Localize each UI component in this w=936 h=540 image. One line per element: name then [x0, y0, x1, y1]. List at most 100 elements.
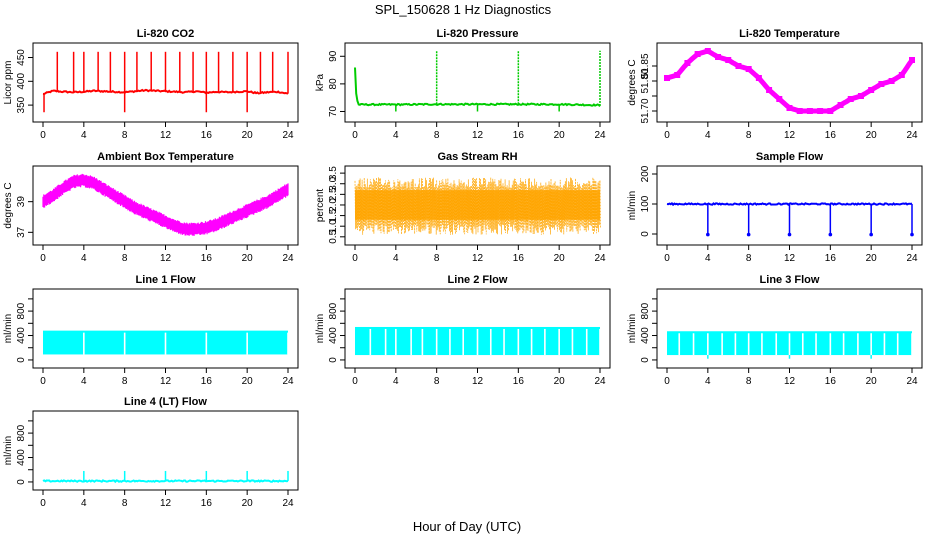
- x-tick-label: 0: [352, 253, 358, 264]
- panel-title: Gas Stream RH: [437, 151, 517, 163]
- chart-panel-3: Li-820 Temperature degrees C 0 4 8 12 16 20 24 51…: [627, 28, 923, 141]
- x-tick-label: 20: [866, 253, 878, 264]
- x-tick-label: 4: [393, 130, 399, 141]
- y-tick-label: 90: [328, 50, 339, 62]
- data-point: [888, 78, 895, 84]
- chart-panel-5: Gas Stream RH percent 0 4 8 12 16 20 24 0.51.01.5…: [315, 151, 611, 264]
- x-tick-label: 0: [352, 130, 358, 141]
- panel-title: Li-820 Temperature: [739, 28, 840, 40]
- x-tick-label: 16: [825, 376, 837, 387]
- y-tick-label: 400: [328, 327, 339, 344]
- y-tick-label: 450: [16, 49, 27, 66]
- panel-ylabel: ml/min: [3, 436, 14, 465]
- y-tick-label: 1.5: [328, 208, 339, 222]
- figure-xlabel: Hour of Day (UTC): [413, 519, 521, 534]
- y-tick-label: 400: [16, 449, 27, 466]
- data-point: [766, 87, 773, 93]
- x-tick-label: 20: [242, 376, 254, 387]
- data-point: [735, 63, 742, 69]
- panel-frame: [32, 288, 299, 369]
- x-tick-label: 4: [393, 376, 399, 387]
- x-tick-label: 12: [472, 253, 484, 264]
- data-band: [42, 173, 289, 236]
- data-point: [776, 96, 783, 102]
- data-point: [725, 57, 732, 63]
- x-tick-label: 12: [784, 253, 796, 264]
- data-point: [837, 102, 844, 108]
- y-tick-label: 100: [640, 195, 651, 212]
- x-tick-label: 4: [705, 376, 711, 387]
- x-tick-label: 4: [81, 253, 87, 264]
- x-tick-label: 8: [434, 376, 440, 387]
- data-point: [704, 48, 711, 54]
- chart-panel-10: Line 4 (LT) Flow ml/min 0 4 8 12 16 20 24 0 400 800: [3, 396, 299, 509]
- x-tick-label: 8: [122, 130, 128, 141]
- x-tick-label: 12: [472, 130, 484, 141]
- x-tick-label: 20: [554, 253, 566, 264]
- panel-ylabel: kPa: [315, 73, 326, 91]
- x-tick-label: 24: [282, 253, 294, 264]
- panel-title: Ambient Box Temperature: [97, 151, 234, 163]
- data-point: [745, 66, 752, 72]
- data-line: [354, 177, 601, 235]
- data-point: [869, 232, 873, 237]
- y-tick-label: 400: [16, 73, 27, 90]
- x-tick-label: 12: [472, 376, 484, 387]
- data-point: [847, 96, 854, 102]
- x-tick-label: 12: [784, 376, 796, 387]
- y-tick-label: 3.5: [328, 166, 339, 180]
- x-tick-label: 4: [81, 130, 87, 141]
- x-tick-label: 8: [434, 253, 440, 264]
- panel-ylabel: ml/min: [3, 314, 14, 343]
- y-tick-label: 800: [16, 424, 27, 441]
- data-point: [664, 75, 670, 81]
- data-point: [827, 108, 834, 114]
- y-tick-label: 400: [640, 327, 651, 344]
- data-point: [755, 75, 762, 81]
- x-tick-label: 24: [906, 376, 918, 387]
- x-tick-label: 20: [242, 498, 254, 509]
- data-series: [667, 331, 913, 359]
- data-point: [909, 57, 915, 63]
- x-tick-label: 20: [866, 376, 878, 387]
- x-tick-label: 12: [160, 253, 172, 264]
- panel-title: Line 2 Flow: [448, 274, 508, 286]
- panel-ylabel: degrees C: [3, 182, 14, 228]
- data-line: [354, 67, 601, 108]
- y-tick-label: 0: [16, 479, 27, 485]
- x-tick-label: 24: [282, 498, 294, 509]
- data-line: [666, 48, 915, 114]
- x-tick-label: 16: [513, 130, 525, 141]
- x-tick-label: 8: [434, 130, 440, 141]
- data-series: [42, 470, 289, 484]
- x-tick-label: 0: [40, 498, 46, 509]
- x-tick-label: 0: [352, 376, 358, 387]
- y-tick-label: 39: [16, 196, 27, 208]
- x-tick-label: 4: [81, 376, 87, 387]
- chart-panel-9: Line 3 Flow ml/min 0 4 8 12 16 20 24 0 400 800: [627, 274, 923, 387]
- x-tick-label: 4: [393, 253, 399, 264]
- y-tick-label: 51.80: [640, 68, 651, 93]
- panel-title: Line 1 Flow: [136, 274, 196, 286]
- figure-title: SPL_150628 1 Hz Diagnostics: [375, 2, 552, 17]
- x-tick-label: 20: [242, 253, 254, 264]
- data-series: [42, 51, 289, 113]
- panel-ylabel: ml/min: [315, 314, 326, 343]
- panel-ylabel: ml/min: [627, 314, 638, 343]
- y-tick-label: 51.85: [640, 53, 651, 78]
- data-series: [666, 201, 914, 237]
- data-point: [910, 232, 914, 237]
- y-tick-label: 37: [16, 226, 27, 238]
- x-tick-label: 24: [594, 376, 606, 387]
- panel-ylabel: percent: [315, 189, 326, 223]
- data-point: [694, 51, 701, 57]
- data-series: [354, 50, 601, 112]
- data-series: [354, 177, 601, 235]
- chart-panel-6: Sample Flow ml/min 0 4 8 12 16 20 24 0 100 200: [627, 151, 923, 264]
- y-tick-label: 0: [16, 357, 27, 363]
- y-tick-label: 70: [328, 105, 339, 117]
- data-point: [878, 81, 885, 87]
- x-tick-label: 24: [282, 130, 294, 141]
- x-tick-label: 24: [594, 253, 606, 264]
- y-tick-label: 800: [328, 302, 339, 319]
